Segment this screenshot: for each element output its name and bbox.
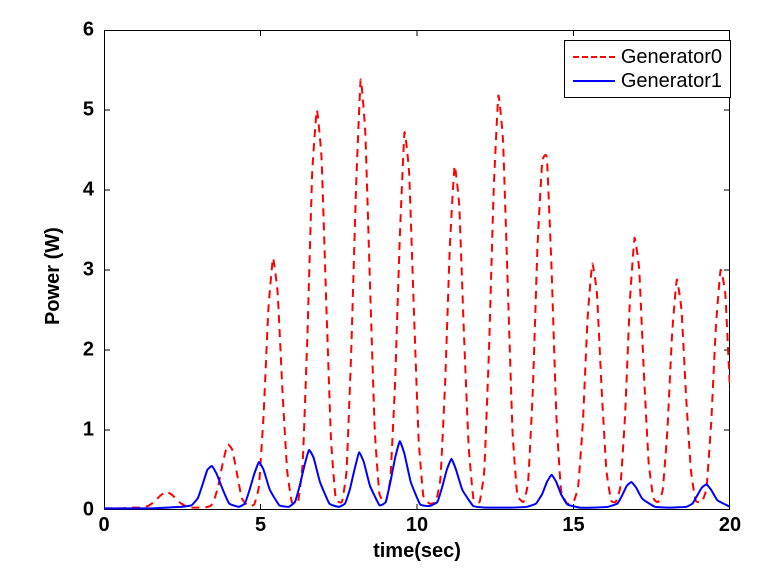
legend-swatch [573,56,615,58]
series-Generator1 [104,441,730,508]
x-tick-label: 10 [406,514,428,537]
x-tick-label: 20 [719,514,741,537]
legend-label: Generator0 [621,46,722,69]
y-axis-label: Power (W) [42,227,65,325]
legend-item: Generator1 [573,69,722,93]
y-tick-label: 5 [83,99,94,122]
x-tick-label: 0 [98,514,109,537]
y-tick-label: 0 [83,499,94,522]
y-tick-label: 3 [83,259,94,282]
legend-swatch [573,80,615,82]
legend-label: Generator1 [621,70,722,93]
plot-area [104,30,730,510]
legend: Generator0Generator1 [564,40,731,98]
series-Generator0 [104,79,730,508]
x-tick-label: 15 [562,514,584,537]
x-tick-label: 5 [255,514,266,537]
y-tick-label: 6 [83,19,94,42]
legend-item: Generator0 [573,45,722,69]
y-tick-label: 4 [83,179,94,202]
plot-svg [104,30,730,510]
y-tick-label: 2 [83,339,94,362]
y-tick-label: 1 [83,419,94,442]
x-axis-label: time(sec) [373,540,461,563]
line-chart: Power (W) time(sec) Generator0Generator1… [0,0,779,584]
